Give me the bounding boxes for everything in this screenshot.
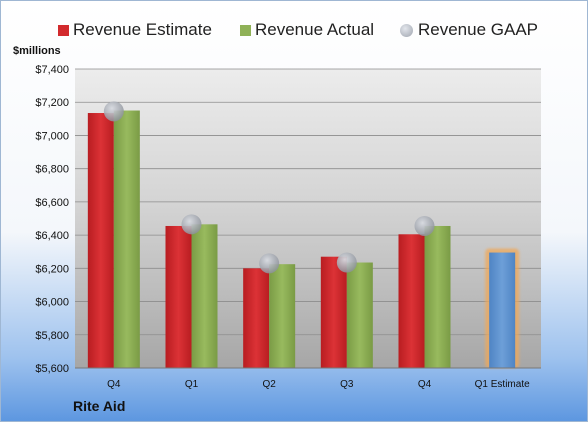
gaap-point <box>259 253 280 274</box>
legend: Revenue Estimate Revenue Actual Revenue … <box>1 18 587 42</box>
gaap-point <box>336 252 357 273</box>
legend-item-revenue-actual: Revenue Actual <box>240 18 374 42</box>
y-tick-label: $5,600 <box>35 363 69 375</box>
y-axis-unit-label: $millions <box>13 45 61 57</box>
legend-label-revenue-actual: Revenue Actual <box>255 20 375 39</box>
legend-swatch-revenue-estimate <box>58 24 69 36</box>
bar-revenue-actual <box>346 262 373 368</box>
bar-revenue-estimate <box>87 113 114 369</box>
y-tick-label: $6,800 <box>35 164 69 176</box>
y-tick-label: $6,000 <box>35 297 69 309</box>
gaap-point <box>414 215 435 236</box>
x-tick-label: Q1 Estimate <box>475 379 530 390</box>
x-tick-label: Q1 <box>185 379 199 390</box>
bar-revenue-estimate <box>320 256 347 368</box>
bar-revenue-actual <box>269 264 296 368</box>
x-tick-label: Q4 <box>107 379 121 390</box>
company-label: Rite Aid <box>73 398 126 414</box>
x-tick-label: Q2 <box>262 379 276 390</box>
y-tick-label: $5,800 <box>35 330 69 342</box>
y-axis-ticks: $5,600 $5,800 $6,000 $6,200 $6,400 $6,600 $6,8… <box>35 64 69 375</box>
bar-revenue-estimate <box>398 234 425 368</box>
legend-swatch-revenue-actual <box>240 24 251 36</box>
y-tick-label: $6,400 <box>35 230 69 242</box>
legend-label-revenue-estimate: Revenue Estimate <box>73 20 212 39</box>
gaap-point <box>181 214 202 235</box>
bar-revenue-actual <box>113 110 140 369</box>
plot-area <box>75 69 541 368</box>
y-tick-label: $6,600 <box>35 197 69 209</box>
legend-label-revenue-gaap: Revenue GAAP <box>418 20 539 39</box>
gaap-markers <box>103 101 435 274</box>
bar-revenue-actual <box>424 225 451 368</box>
x-tick-label: Q3 <box>340 379 354 390</box>
bar-revenue-estimate <box>165 225 192 368</box>
y-tick-label: $6,200 <box>35 263 69 275</box>
y-tick-label: $7,400 <box>35 64 69 76</box>
legend-item-revenue-gaap: Revenue GAAP <box>400 18 538 42</box>
y-tick-label: $7,000 <box>35 130 69 142</box>
bar-revenue-estimate <box>243 268 270 368</box>
legend-item-revenue-estimate: Revenue Estimate <box>58 18 212 42</box>
y-tick-label: $7,200 <box>35 97 69 109</box>
bar-revenue-actual <box>191 224 218 368</box>
bars <box>87 110 520 369</box>
x-axis-ticks: Q4 Q1 Q2 Q3 Q4 Q1 Estimate <box>107 379 530 390</box>
grid-lines <box>75 68 541 369</box>
legend-dot-revenue-gaap <box>400 23 413 37</box>
x-tick-label: Q4 <box>418 379 432 390</box>
bar-revenue-estimate-next <box>489 252 516 368</box>
gaap-point <box>103 101 124 122</box>
